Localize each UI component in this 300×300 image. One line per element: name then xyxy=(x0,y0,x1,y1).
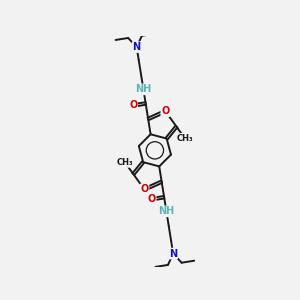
Text: O: O xyxy=(161,106,169,116)
Text: NH: NH xyxy=(158,206,175,216)
Text: NH: NH xyxy=(135,84,152,94)
Text: O: O xyxy=(148,194,156,204)
Text: CH₃: CH₃ xyxy=(176,134,193,143)
Text: O: O xyxy=(140,184,148,194)
Text: N: N xyxy=(169,249,177,259)
Text: O: O xyxy=(129,100,137,110)
Text: N: N xyxy=(133,42,141,52)
Text: CH₃: CH₃ xyxy=(117,158,133,167)
